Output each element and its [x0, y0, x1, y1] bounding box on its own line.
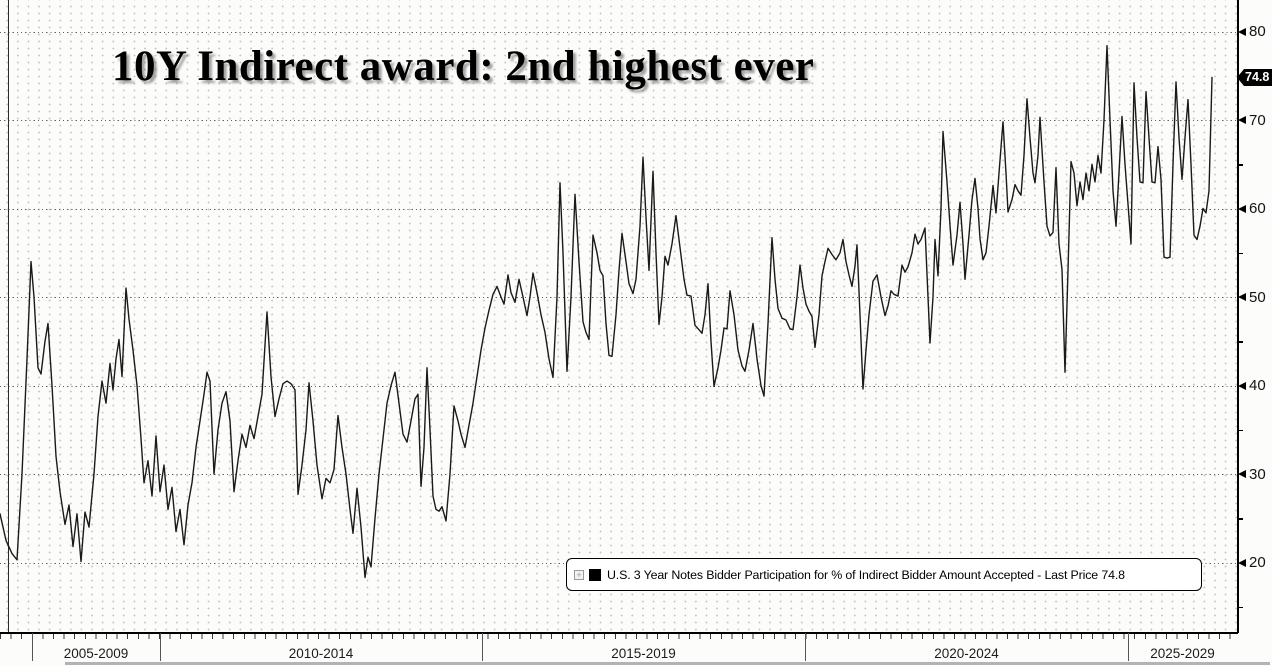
plot-area[interactable] — [0, 0, 1237, 633]
major-gridline — [0, 474, 1237, 475]
y-axis-minor-tick — [1237, 606, 1243, 609]
price-line — [0, 45, 1213, 579]
y-axis-tick-value: 80 — [1249, 23, 1266, 40]
x-axis-section-label: 2025-2029 — [1150, 646, 1215, 661]
major-gridline — [0, 31, 1237, 33]
y-axis-tick-label: 20 — [1238, 554, 1266, 572]
tick-arrow-icon — [1238, 293, 1246, 301]
major-gridline — [0, 208, 1237, 210]
legend-swatch-icon — [589, 568, 601, 581]
last-price-value: 74.8 — [1245, 70, 1270, 84]
left-frame-line — [8, 0, 9, 633]
tick-arrow-icon — [1238, 116, 1246, 124]
y-axis-tick-value: 30 — [1249, 465, 1266, 483]
major-gridline — [0, 297, 1237, 298]
tick-arrow-icon — [1238, 381, 1246, 390]
legend-label: U.S. 3 Year Notes Bidder Participation f… — [607, 567, 1125, 582]
tick-arrow-icon — [1238, 558, 1246, 567]
x-axis-section-label: 2020-2024 — [934, 646, 999, 661]
x-axis-section-label: 2015-2019 — [611, 646, 676, 661]
y-axis-tick-label: 40 — [1238, 377, 1266, 395]
y-axis-tick-label: 80 — [1238, 23, 1266, 41]
tick-arrow-icon — [1238, 204, 1246, 213]
footer-strip — [65, 662, 1270, 665]
x-axis-section-label: 2010-2014 — [288, 646, 354, 661]
y-axis-tick-label: 30 — [1238, 465, 1266, 483]
y-axis-tick-value: 50 — [1249, 288, 1266, 306]
tick-arrow-icon — [1238, 27, 1246, 36]
y-axis-tick-value: 70 — [1249, 111, 1266, 129]
x-axis-section-divider — [160, 633, 161, 661]
chart-title: 10Y Indirect award: 2nd highest ever — [112, 43, 815, 90]
x-axis-line — [0, 632, 1238, 634]
major-gridline — [0, 385, 1237, 387]
x-axis-minor-ticks — [0, 634, 1238, 639]
x-axis-section-label: 2005-2009 — [63, 646, 129, 661]
y-axis-tick-label: 70 — [1238, 111, 1266, 129]
y-axis-line — [1237, 0, 1239, 633]
y-axis-tick-value: 20 — [1249, 554, 1266, 571]
x-axis-section-divider — [32, 633, 33, 661]
y-axis-tick-label: 60 — [1238, 200, 1266, 218]
y-axis-minor-tick — [1237, 429, 1243, 432]
y-axis-tick-value: 40 — [1249, 377, 1266, 394]
y-axis-tick-label: 50 — [1238, 288, 1266, 306]
x-axis-section-divider — [482, 633, 483, 661]
y-axis-minor-tick — [1237, 341, 1243, 343]
legend[interactable]: + U.S. 3 Year Notes Bidder Participation… — [566, 558, 1202, 591]
tick-arrow-icon — [1238, 470, 1246, 478]
major-gridline — [0, 120, 1237, 121]
legend-expand-icon[interactable]: + — [574, 569, 584, 580]
y-axis-minor-tick — [1237, 518, 1243, 520]
y-axis-minor-tick — [1237, 164, 1243, 166]
last-price-badge: 74.8 — [1237, 69, 1272, 86]
x-axis-section-divider — [805, 633, 806, 661]
y-axis-minor-tick — [1237, 252, 1243, 255]
y-axis-tick-value: 60 — [1249, 200, 1266, 217]
x-axis-section-divider — [1128, 633, 1129, 661]
